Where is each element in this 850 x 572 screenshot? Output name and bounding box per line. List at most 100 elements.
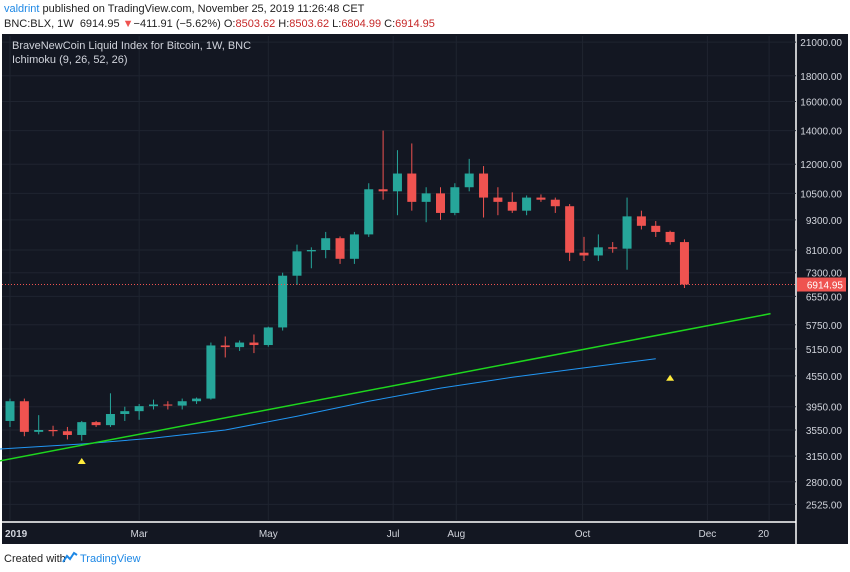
x-tick-label: Aug xyxy=(447,529,465,540)
candle-body xyxy=(522,197,532,211)
candle xyxy=(579,236,589,262)
ichimoku-line xyxy=(0,358,656,450)
candle xyxy=(636,210,646,230)
candle xyxy=(105,393,115,427)
symbol-label: BNC:BLX, 1W xyxy=(4,18,74,30)
low-label: L: xyxy=(332,18,342,30)
candle-body xyxy=(235,342,245,348)
candle-body xyxy=(507,201,517,211)
candle-body xyxy=(421,193,431,202)
candle xyxy=(479,166,489,218)
candle-body xyxy=(149,404,158,407)
candle xyxy=(263,326,273,347)
y-tick-label: 3950.00 xyxy=(806,403,843,414)
candle xyxy=(34,415,44,435)
x-tick-label: Jul xyxy=(387,529,400,540)
candle-body xyxy=(192,398,202,402)
candle-body xyxy=(464,173,474,188)
candle xyxy=(278,272,288,331)
tradingview-logo-icon xyxy=(62,551,78,563)
publish-header: valdrint published on TradingView.com, N… xyxy=(0,0,850,34)
y-tick-label: 4550.00 xyxy=(806,372,843,383)
candle xyxy=(62,426,72,440)
candle-body xyxy=(34,429,44,432)
publish-info: published on TradingView.com, November 2… xyxy=(39,3,365,15)
candle-body xyxy=(565,206,575,253)
candle-body xyxy=(306,250,316,252)
candle-body xyxy=(278,275,288,328)
footer: Created with TradingView xyxy=(0,546,850,572)
price-chart[interactable]: 21000.00 18000.00 16000.00 14000.00 12000.00… xyxy=(0,34,850,546)
candle-body xyxy=(335,238,345,259)
candle-body xyxy=(263,327,273,346)
y-tick-label: 8100.00 xyxy=(806,246,843,257)
candle xyxy=(235,340,245,351)
candle-body xyxy=(105,413,115,426)
candle-body xyxy=(608,247,618,249)
signal-marker-icon xyxy=(666,374,675,381)
candle xyxy=(206,342,216,400)
tradingview-brand[interactable]: TradingView xyxy=(80,553,141,565)
plot-area[interactable] xyxy=(2,34,796,544)
candle xyxy=(364,183,374,237)
high-label: H: xyxy=(278,18,290,30)
x-tick-label: Dec xyxy=(699,529,717,540)
candle xyxy=(565,204,575,262)
x-tick-label: Oct xyxy=(575,529,591,540)
created-with-text: Created with xyxy=(4,553,66,565)
candle-body xyxy=(206,345,216,399)
y-tick-label: 18000.00 xyxy=(800,72,842,83)
close-value: 6914.95 xyxy=(395,18,435,30)
candle-body xyxy=(679,242,689,285)
last-price-tag xyxy=(797,277,846,292)
candle xyxy=(19,398,29,437)
y-tick-label: 21000.00 xyxy=(800,38,842,49)
y-tick-label: 5150.00 xyxy=(806,345,843,356)
y-tick-label: 5750.00 xyxy=(806,321,843,332)
candle xyxy=(48,425,58,437)
candle xyxy=(163,401,173,410)
candle xyxy=(378,130,388,200)
candle xyxy=(550,197,560,213)
candle xyxy=(507,192,517,213)
trendline xyxy=(0,312,771,462)
candle-body xyxy=(392,173,402,192)
candle xyxy=(464,158,474,192)
open-value: 8503.62 xyxy=(235,18,276,30)
low-value: 6804.99 xyxy=(341,18,382,30)
candle xyxy=(407,143,417,211)
candle xyxy=(493,187,503,216)
candle-body xyxy=(550,199,560,207)
candle-body xyxy=(62,431,72,435)
candle-body xyxy=(220,345,230,348)
candle xyxy=(134,403,144,420)
candle xyxy=(249,334,259,354)
candle-body xyxy=(77,422,87,435)
candle-body xyxy=(536,197,546,200)
candle xyxy=(306,247,316,269)
change-down-icon: ▼ xyxy=(122,18,134,30)
y-tick-label: 2800.00 xyxy=(806,478,843,489)
candle-body xyxy=(19,401,29,432)
candle-body xyxy=(579,252,589,256)
candle xyxy=(91,420,101,427)
candle-body xyxy=(249,342,259,346)
candle xyxy=(192,397,202,404)
candle xyxy=(321,231,331,259)
candle xyxy=(522,195,532,216)
indicator-label: Ichimoku (9, 26, 52, 26) xyxy=(12,54,128,66)
candle-body xyxy=(134,406,144,412)
candle xyxy=(177,398,187,410)
last-price-label: 6914.95 xyxy=(807,281,844,292)
candle-body xyxy=(177,401,187,406)
candle-body xyxy=(48,429,58,432)
author-link[interactable]: valdrint xyxy=(4,3,40,15)
candle xyxy=(349,231,359,264)
y-tick-label: 9300.00 xyxy=(806,216,843,227)
ohlc-line: BNC:BLX, 1W 6914.95 ▼−411.91 (−5.62%) O:… xyxy=(4,18,435,30)
change-value: −411.91 (−5.62%) xyxy=(133,18,221,30)
last-price: 6914.95 xyxy=(79,18,120,30)
candle xyxy=(536,194,546,202)
candle-body xyxy=(622,216,632,249)
candle-body xyxy=(493,197,503,202)
